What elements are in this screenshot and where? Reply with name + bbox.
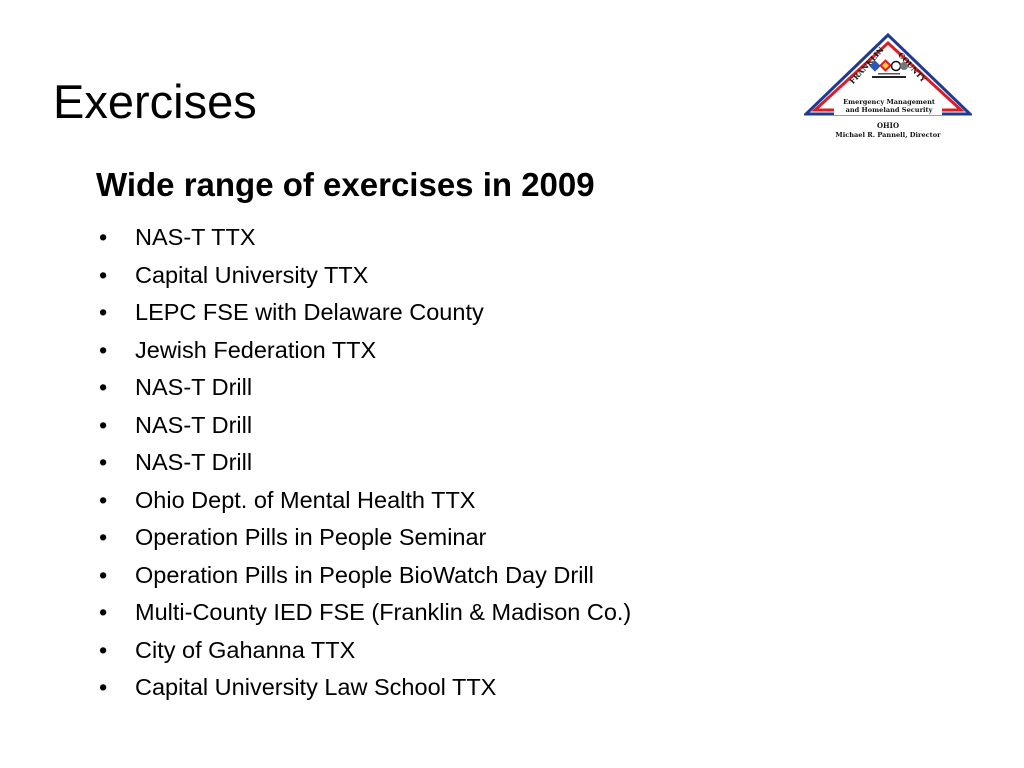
subheading: Wide range of exercises in 2009 [96,166,595,203]
bullet-item: City of Gahanna TTX [96,632,631,670]
bullet-list: NAS-T TTX Capital University TTX LEPC FS… [96,219,631,707]
bullet-item: Operation Pills in People Seminar [96,519,631,557]
bullet-item: LEPC FSE with Delaware County [96,294,631,332]
bullet-item: Operation Pills in People BioWatch Day D… [96,557,631,595]
franklin-county-ema-logo: FRANKLIN COUNTY Emergency Management and… [804,32,972,139]
logo-text-line3: OHIO [877,121,899,130]
bullet-item: NAS-T TTX [96,219,631,257]
bullet-item: Jewish Federation TTX [96,332,631,370]
logo-text-line4: Michael R. Pannell, Director [835,131,941,139]
bullet-item: NAS-T Drill [96,407,631,445]
bullet-item: Multi-County IED FSE (Franklin & Madison… [96,594,631,632]
logo-text-line1: Emergency Management [843,98,936,106]
slide-title: Exercises [53,75,257,128]
bullet-item: Capital University TTX [96,257,631,295]
bullet-item: Ohio Dept. of Mental Health TTX [96,482,631,520]
logo-text-line2: and Homeland Security [846,106,933,114]
bullet-item: NAS-T Drill [96,444,631,482]
logo-text-band [834,96,942,115]
bullet-item: Capital University Law School TTX [96,669,631,707]
bullet-item: NAS-T Drill [96,369,631,407]
